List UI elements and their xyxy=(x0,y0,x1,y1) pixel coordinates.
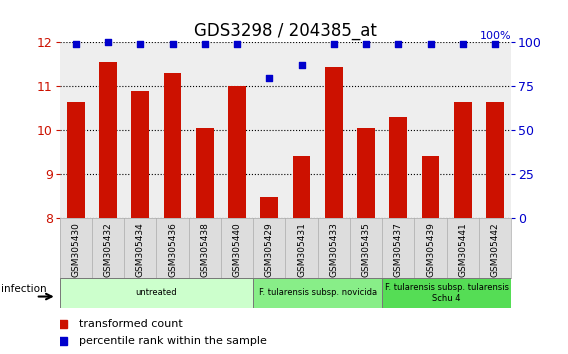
Text: untreated: untreated xyxy=(136,289,177,297)
Bar xyxy=(253,278,382,308)
Text: F. tularensis subsp. tularensis
Schu 4: F. tularensis subsp. tularensis Schu 4 xyxy=(385,283,509,303)
Bar xyxy=(99,62,117,218)
Text: GSM305439: GSM305439 xyxy=(426,223,435,278)
Text: percentile rank within the sample: percentile rank within the sample xyxy=(78,336,266,346)
Point xyxy=(265,75,274,80)
Text: GSM305431: GSM305431 xyxy=(297,223,306,278)
Bar xyxy=(67,102,85,218)
Bar xyxy=(454,102,471,218)
Point xyxy=(168,41,177,47)
Text: GSM305430: GSM305430 xyxy=(71,223,80,278)
Text: GSM305442: GSM305442 xyxy=(491,223,500,277)
Text: infection: infection xyxy=(1,284,47,294)
Bar xyxy=(293,156,311,218)
Point xyxy=(71,41,80,47)
Text: GSM305437: GSM305437 xyxy=(394,223,403,278)
Point xyxy=(232,41,241,47)
Text: GSM305434: GSM305434 xyxy=(136,223,145,277)
Point xyxy=(103,40,112,45)
Bar xyxy=(486,102,504,218)
Text: GSM305432: GSM305432 xyxy=(103,223,112,277)
Point xyxy=(329,41,339,47)
Point xyxy=(361,41,370,47)
Text: transformed count: transformed count xyxy=(78,319,182,329)
Text: GSM305429: GSM305429 xyxy=(265,223,274,277)
Bar xyxy=(164,73,181,218)
Point xyxy=(426,41,435,47)
Text: 100%: 100% xyxy=(479,31,511,41)
Bar xyxy=(131,91,149,218)
Bar xyxy=(382,278,511,308)
Text: GSM305436: GSM305436 xyxy=(168,223,177,278)
Point xyxy=(201,41,210,47)
Point xyxy=(136,41,145,47)
Bar xyxy=(196,128,214,218)
Bar xyxy=(357,128,375,218)
Bar xyxy=(260,197,278,218)
Bar xyxy=(421,156,440,218)
Point xyxy=(394,41,403,47)
Bar xyxy=(325,67,343,218)
Text: GSM305435: GSM305435 xyxy=(362,223,370,278)
Point xyxy=(491,41,500,47)
Title: GDS3298 / 204385_at: GDS3298 / 204385_at xyxy=(194,22,377,40)
Text: F. tularensis subsp. novicida: F. tularensis subsp. novicida xyxy=(258,289,377,297)
Bar xyxy=(228,86,246,218)
Point xyxy=(297,62,306,68)
Text: GSM305440: GSM305440 xyxy=(232,223,241,277)
Text: GSM305433: GSM305433 xyxy=(329,223,339,278)
Text: GSM305441: GSM305441 xyxy=(458,223,467,277)
Bar xyxy=(390,117,407,218)
Text: GSM305438: GSM305438 xyxy=(201,223,209,278)
Bar xyxy=(60,278,253,308)
Point xyxy=(458,41,467,47)
